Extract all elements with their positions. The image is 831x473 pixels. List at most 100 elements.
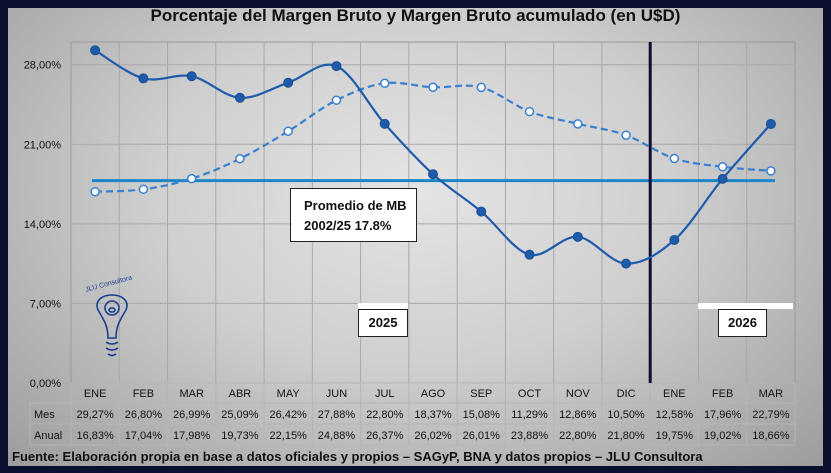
- average-label-line1: Promedio de MB: [304, 198, 407, 213]
- category-label: ENE: [663, 388, 686, 400]
- data-value-mes: 22,79%: [752, 409, 790, 421]
- marker-mes: [765, 118, 776, 129]
- category-label: ABR: [229, 388, 252, 400]
- category-label: ENE: [84, 388, 107, 400]
- y-tick-label: 14,00%: [24, 219, 62, 231]
- category-label: FEB: [712, 388, 733, 400]
- category-label: MAY: [277, 388, 301, 400]
- data-value-anual: 22,80%: [559, 430, 597, 442]
- data-value-anual: 18,66%: [752, 430, 790, 442]
- data-value-mes: 12,86%: [559, 409, 597, 421]
- data-value-anual: 26,37%: [366, 430, 404, 442]
- marker-mes: [428, 169, 438, 180]
- marker-mes: [234, 92, 245, 103]
- data-value-anual: 26,01%: [463, 430, 501, 442]
- series-label-mes: Mes: [34, 409, 55, 421]
- data-value-anual: 19,73%: [221, 430, 259, 442]
- data-value-mes: 18,37%: [414, 409, 452, 421]
- data-value-mes: 22,80%: [366, 409, 404, 421]
- marker-mes: [283, 77, 294, 88]
- marker-anual: [476, 82, 487, 93]
- marker-anual: [573, 119, 583, 129]
- marker-anual: [766, 166, 776, 176]
- data-value-anual: 23,88%: [511, 430, 549, 442]
- data-value-mes: 15,08%: [463, 409, 501, 421]
- marker-anual: [621, 130, 631, 140]
- marker-anual: [717, 162, 728, 172]
- category-label: MAR: [759, 388, 784, 400]
- data-value-mes: 29,27%: [76, 409, 114, 421]
- data-value-anual: 16,83%: [76, 430, 114, 442]
- y-tick-label: 21,00%: [24, 139, 62, 151]
- y-tick-label: 28,00%: [24, 60, 62, 72]
- series-label-anual: Anual: [34, 430, 62, 442]
- year-label-2026: 2026: [718, 309, 767, 337]
- marker-anual: [331, 95, 342, 105]
- category-label: SEP: [470, 388, 492, 400]
- marker-anual: [379, 78, 390, 89]
- series-line-anual: [95, 81, 771, 193]
- plot-area: [70, 41, 796, 384]
- y-tick-label: 0,00%: [30, 378, 61, 390]
- marker-mes: [138, 73, 149, 84]
- average-label-box: Promedio de MB 2002/25 17.8%: [290, 188, 417, 242]
- logo-bulb: [96, 294, 128, 339]
- marker-mes: [717, 173, 728, 184]
- data-value-mes: 25,09%: [221, 409, 259, 421]
- marker-anual: [669, 153, 680, 164]
- marker-anual: [283, 126, 293, 136]
- category-label: NOV: [566, 388, 591, 400]
- year-strip-2026: [698, 303, 793, 309]
- data-value-anual: 22,15%: [270, 430, 308, 442]
- category-label: FEB: [133, 388, 154, 400]
- logo-pig-snout: [108, 307, 116, 313]
- category-label: AGO: [421, 388, 446, 400]
- average-label-line2: 2002/25 17.8%: [304, 218, 392, 233]
- source-footer: Fuente: Elaboración propia en base a dat…: [12, 449, 703, 464]
- logo-text: JLU Consultora: [85, 274, 134, 293]
- data-value-mes: 11,29%: [511, 409, 548, 421]
- y-tick-label: 7,00%: [30, 298, 61, 310]
- data-value-anual: 24,88%: [318, 430, 356, 442]
- marker-anual: [428, 82, 438, 92]
- marker-mes: [379, 118, 390, 129]
- year-strip-2025: [358, 303, 408, 309]
- marker-mes: [476, 206, 487, 217]
- logo-jlu-consultora: JLU Consultora: [85, 274, 134, 357]
- marker-anual: [186, 173, 197, 184]
- marker-mes: [669, 235, 680, 246]
- data-value-mes: 26,80%: [125, 409, 163, 421]
- marker-mes: [621, 258, 632, 269]
- category-label: OCT: [518, 388, 542, 400]
- marker-mes: [572, 231, 583, 242]
- data-value-mes: 10,50%: [607, 409, 645, 421]
- data-value-mes: 17,96%: [704, 409, 742, 421]
- series-line-mes: [94, 49, 772, 265]
- marker-mes: [186, 71, 197, 82]
- data-value-anual: 21,80%: [607, 430, 645, 442]
- marker-anual: [524, 106, 535, 117]
- logo-pig-face: [104, 300, 120, 316]
- data-value-anual: 17,98%: [173, 430, 211, 442]
- year-label-2025: 2025: [358, 309, 408, 337]
- data-value-mes: 26,99%: [173, 409, 211, 421]
- marker-mes: [524, 249, 535, 260]
- data-value-anual: 19,75%: [656, 430, 694, 442]
- marker-anual: [235, 153, 245, 164]
- category-label: JUN: [326, 388, 347, 400]
- data-value-anual: 17,04%: [125, 430, 163, 442]
- data-value-anual: 26,02%: [414, 430, 452, 442]
- data-value-anual: 19,02%: [704, 430, 742, 442]
- data-value-mes: 27,88%: [318, 409, 356, 421]
- marker-mes: [331, 61, 342, 72]
- data-value-mes: 12,58%: [656, 409, 694, 421]
- category-label: DIC: [617, 388, 636, 400]
- marker-anual: [90, 186, 100, 197]
- category-label: JUL: [375, 388, 395, 400]
- logo-bulb-base: [105, 341, 119, 357]
- chart-title: Porcentaje del Margen Bruto y Margen Bru…: [150, 6, 681, 25]
- data-value-mes: 26,42%: [270, 409, 308, 421]
- marker-mes: [90, 45, 101, 56]
- marker-anual: [138, 184, 149, 195]
- category-label: MAR: [179, 388, 204, 400]
